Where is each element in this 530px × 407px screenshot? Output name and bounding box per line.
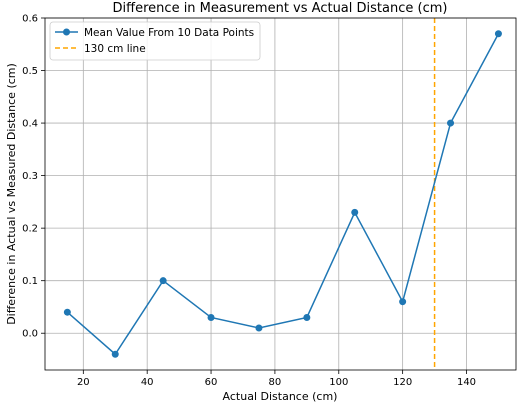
legend: Mean Value From 10 Data Points 130 cm li…: [49, 21, 261, 61]
plot-frame: [44, 17, 517, 371]
x-tick-label: 80: [269, 377, 282, 388]
data-point: [447, 119, 455, 127]
y-tick-label: 0.4: [22, 119, 38, 130]
y-tick-label: 0.6: [22, 14, 38, 25]
legend-series-label: Mean Value From 10 Data Points: [84, 27, 254, 39]
y-tick-label: 0.5: [22, 66, 38, 77]
legend-reference-label: 130 cm line: [84, 43, 146, 55]
x-tick-label: 20: [77, 377, 90, 388]
y-tick-label: 0.3: [22, 171, 38, 182]
grid-layer: [45, 17, 516, 370]
data-point: [399, 298, 407, 306]
data-point: [303, 313, 311, 321]
y-tick-label: 0.0: [22, 329, 38, 340]
data-point: [111, 350, 119, 358]
data-point: [351, 208, 359, 216]
data-point: [63, 308, 71, 316]
y-axis-label: Difference in Actual vs Measured Distanc…: [5, 63, 18, 325]
data-point: [159, 277, 167, 285]
x-tick-label: 140: [457, 377, 476, 388]
data-point: [255, 324, 263, 332]
legend-series-marker: [63, 28, 70, 36]
data-point: [207, 313, 215, 321]
series-line: [66, 33, 500, 356]
y-axis-ticks: 0.0 0.1 0.2 0.3 0.4 0.5 0.6: [22, 14, 45, 340]
x-tick-label: 100: [329, 377, 348, 388]
legend-box: [49, 21, 261, 61]
x-tick-label: 60: [205, 377, 218, 388]
x-tick-label: 120: [393, 377, 412, 388]
data-point: [494, 30, 502, 38]
x-tick-label: 40: [141, 377, 154, 388]
series-layer: [63, 30, 502, 358]
chart-title: Difference in Measurement vs Actual Dist…: [113, 1, 448, 16]
y-tick-label: 0.1: [22, 276, 38, 287]
x-axis-ticks: 20 40 60 80 100 120 140: [77, 370, 476, 388]
y-tick-label: 0.2: [22, 224, 38, 235]
x-axis-label: Actual Distance (cm): [223, 390, 338, 403]
